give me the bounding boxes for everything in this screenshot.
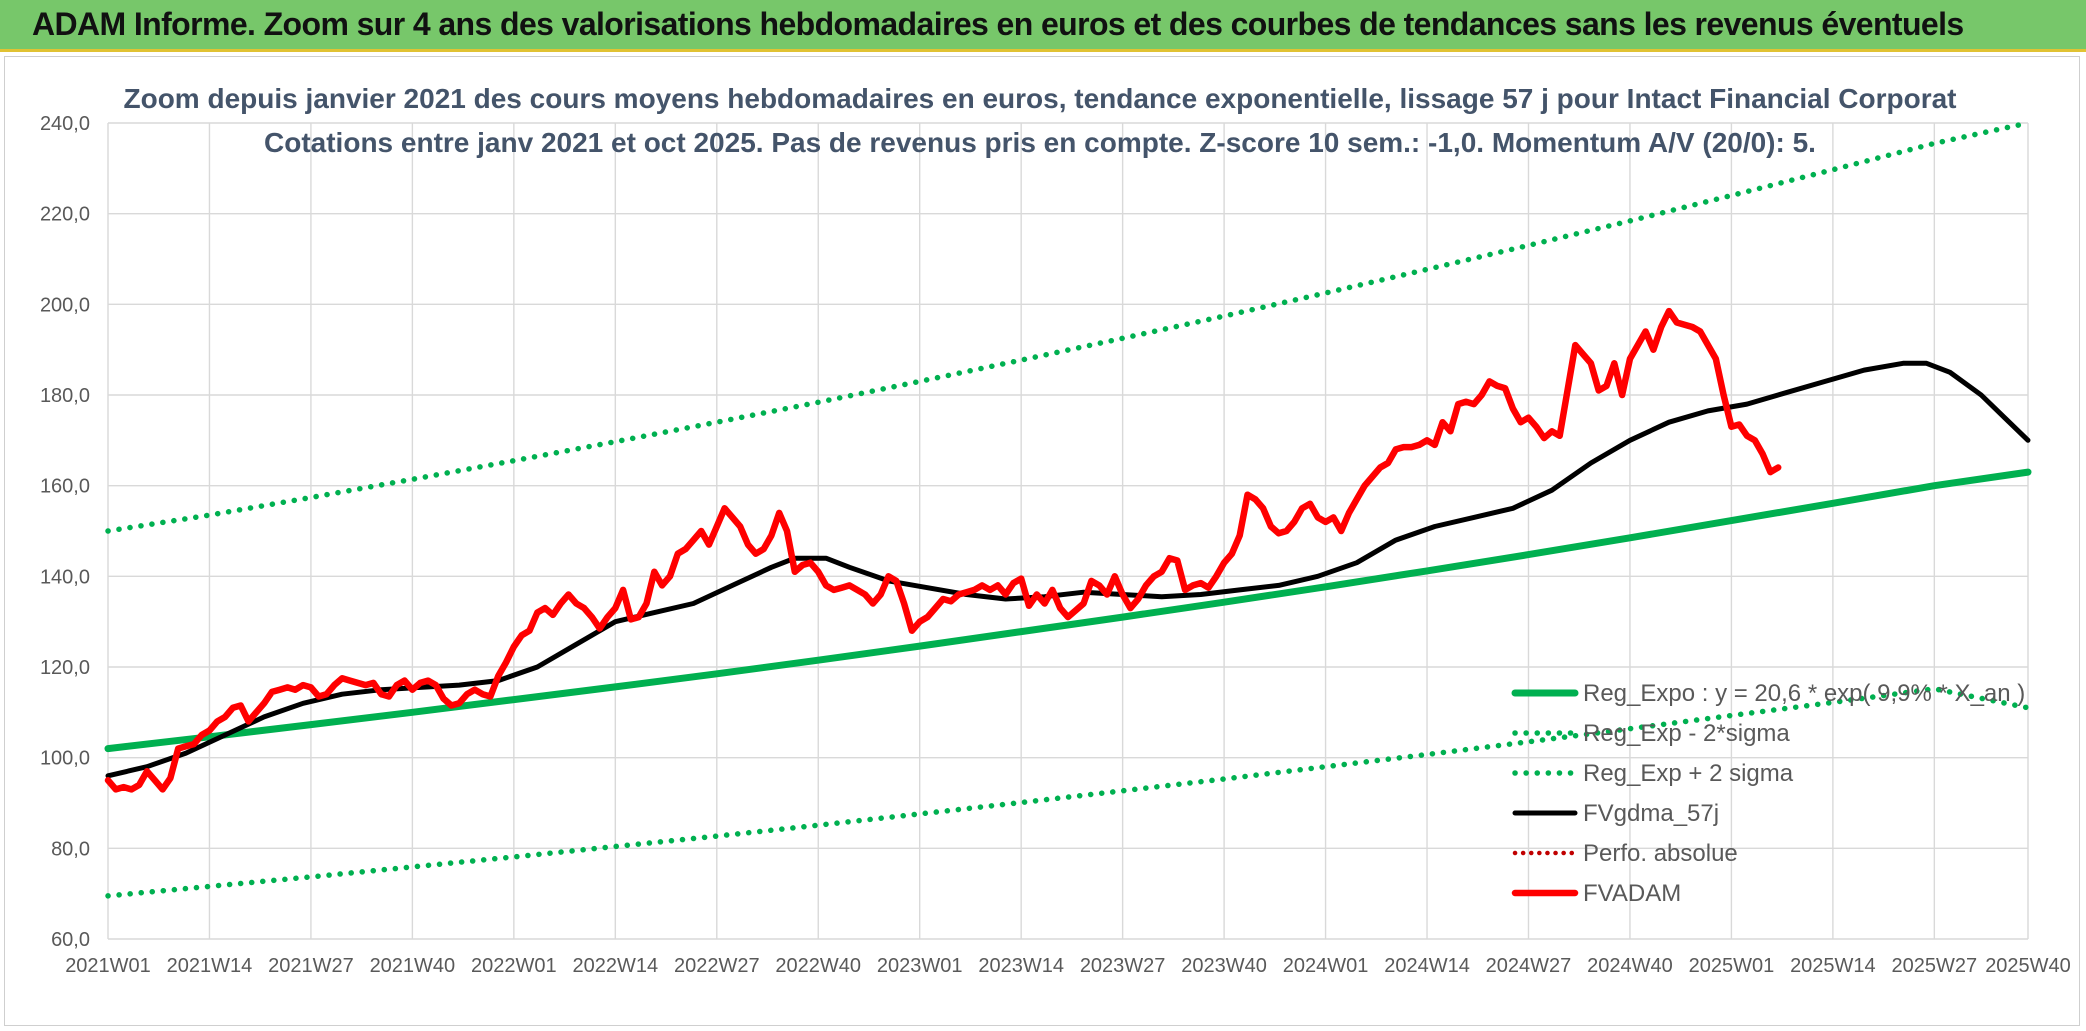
y-tick-label: 60,0: [51, 929, 90, 951]
y-tick-label: 240,0: [40, 113, 90, 135]
x-tick-label: 2021W14: [167, 955, 253, 977]
legend-label: Reg_Expo : y = 20,6 * exp( 9,9% * X_an ): [1583, 680, 2025, 707]
x-tick-label: 2021W01: [65, 955, 151, 977]
x-tick-label: 2025W14: [1790, 955, 1876, 977]
y-tick-label: 220,0: [40, 204, 90, 226]
x-tick-label: 2022W14: [573, 955, 659, 977]
legend: Reg_Expo : y = 20,6 * exp( 9,9% * X_an )…: [1511, 680, 2025, 907]
x-tick-label: 2024W40: [1587, 955, 1673, 977]
chart-frame: 60,0 80,0 100,0 120,0 140,0 160,0 180,0 200,0 22…: [4, 56, 2080, 1026]
x-tick-label: 2025W40: [1985, 955, 2071, 977]
x-tick-label: 2022W40: [775, 955, 861, 977]
y-tick-label: 200,0: [40, 294, 90, 316]
x-tick-label: 2024W14: [1384, 955, 1470, 977]
x-tick-label: 2022W27: [674, 955, 760, 977]
y-tick-label: 140,0: [40, 566, 90, 588]
x-tick-label: 2025W01: [1689, 955, 1775, 977]
y-tick-label: 120,0: [40, 657, 90, 679]
x-tick-label: 2023W01: [877, 955, 963, 977]
y-tick-label: 180,0: [40, 385, 90, 407]
series-line-2: [105, 120, 2031, 534]
x-tick-label: 2021W27: [268, 955, 354, 977]
x-tick-label: 2022W01: [471, 955, 557, 977]
x-tick-label: 2024W27: [1486, 955, 1572, 977]
series-line-5: [104, 307, 1782, 793]
x-tick-label: 2023W27: [1080, 955, 1166, 977]
y-tick-label: 100,0: [40, 748, 90, 770]
x-tick-label: 2023W40: [1181, 955, 1267, 977]
chart-title: Zoom depuis janvier 2021 des cours moyen…: [124, 83, 1957, 114]
legend-label: Reg_Exp + 2 sigma: [1583, 760, 1794, 787]
x-tick-label: 2021W40: [370, 955, 456, 977]
legend-label: Perfo. absolue: [1583, 840, 1738, 867]
gridlines: [107, 122, 2029, 940]
x-tick-label: 2025W27: [1892, 955, 1978, 977]
series-line-3: [105, 360, 2031, 779]
series-line-0: [104, 468, 2032, 753]
x-axis-ticks: 2021W01 2021W14 2021W27 2021W40 2022W01 2022W…: [65, 955, 2071, 977]
legend-label: Reg_Exp - 2*sigma: [1583, 720, 1790, 747]
y-axis-ticks: 60,0 80,0 100,0 120,0 140,0 160,0 180,0 200,0 22…: [40, 113, 90, 951]
page-title: ADAM Informe. Zoom sur 4 ans des valoris…: [32, 6, 1964, 42]
x-tick-label: 2024W01: [1283, 955, 1369, 977]
series-line-1: [105, 686, 2031, 899]
legend-label: FVgdma_57j: [1583, 800, 1719, 827]
header-bar: ADAM Informe. Zoom sur 4 ans des valoris…: [0, 0, 2086, 52]
y-tick-label: 160,0: [40, 476, 90, 498]
chart-svg: 60,0 80,0 100,0 120,0 140,0 160,0 180,0 200,0 22…: [40, 83, 2071, 977]
y-tick-label: 80,0: [51, 838, 90, 860]
x-tick-label: 2023W14: [978, 955, 1064, 977]
chart-subtitle: Cotations entre janv 2021 et oct 2025. P…: [264, 127, 1816, 158]
plot-series: [104, 120, 2032, 899]
legend-label: FVADAM: [1583, 880, 1681, 907]
